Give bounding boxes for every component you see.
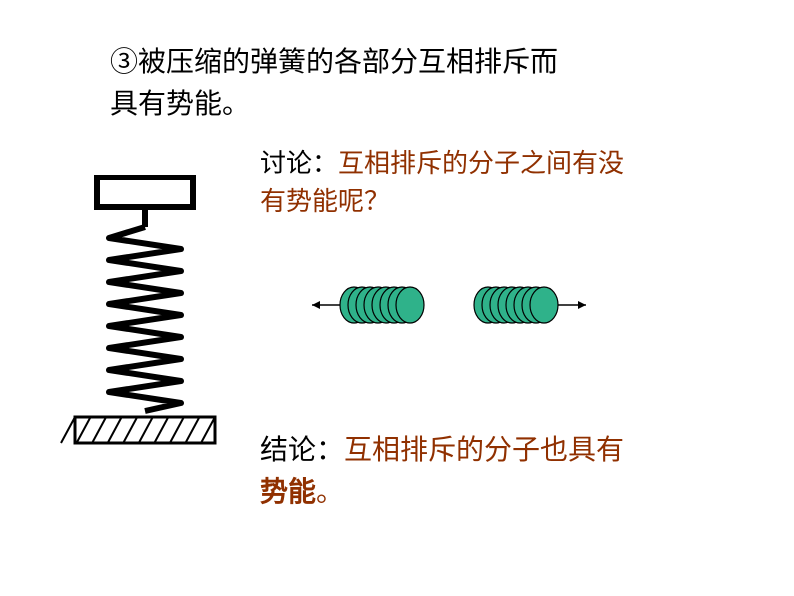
conclusion-text-line1: 互相排斥的分子也具有 — [344, 435, 624, 466]
discussion-label: 讨论： — [260, 149, 338, 178]
heading-line1: 被压缩的弹簧的各部分互相排斥而 — [138, 47, 558, 78]
conclusion-text-line2-strong: 势能 — [260, 477, 316, 508]
conclusion-block: 结论：互相排斥的分子也具有 势能。 — [260, 430, 624, 514]
discussion-text-line1: 互相排斥的分子之间有没 — [338, 149, 624, 178]
heading-block: ③被压缩的弹簧的各部分互相排斥而 具有势能。 — [110, 42, 670, 126]
heading-number: ③ — [110, 47, 138, 78]
heading-line2: 具有势能。 — [110, 89, 250, 120]
conclusion-text-line2-end: 。 — [316, 477, 344, 508]
discussion-text-line2: 有势能呢？ — [260, 187, 390, 216]
spring-diagram — [60, 175, 230, 495]
conclusion-label: 结论： — [260, 435, 344, 466]
molecules-diagram — [310, 275, 630, 335]
discussion-block: 讨论：互相排斥的分子之间有没 有势能呢？ — [260, 145, 624, 220]
